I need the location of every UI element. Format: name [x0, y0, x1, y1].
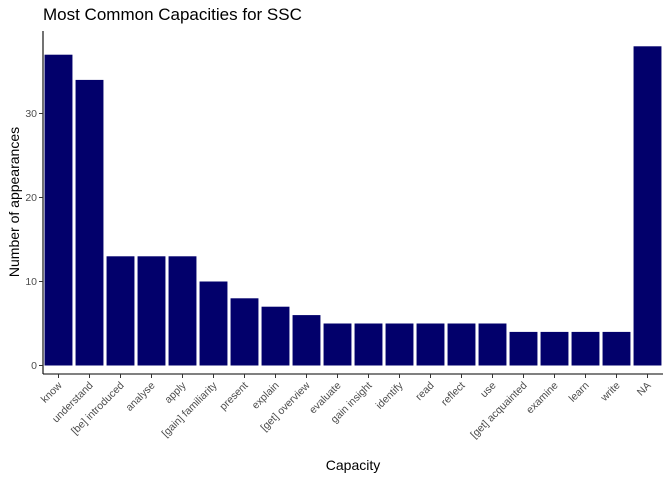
bar-11: [386, 324, 414, 366]
y-axis-title: Number of appearances: [6, 127, 22, 277]
bar-12: [417, 324, 445, 366]
x-tick-label: [get] acquainted: [468, 380, 529, 441]
bar-3: [138, 256, 166, 365]
bar-13: [448, 324, 476, 366]
bar-9: [324, 324, 352, 366]
bar-19: [634, 46, 662, 365]
bar-2: [107, 256, 135, 365]
x-tick-label: use: [478, 380, 499, 401]
y-tick-label: 30: [25, 108, 37, 120]
x-tick-label: know: [39, 379, 65, 405]
x-tick-label: examine: [524, 380, 561, 417]
x-tick-label: apply: [162, 379, 189, 406]
bar-14: [479, 324, 507, 366]
x-tick-label: present: [217, 380, 250, 413]
bar-1: [76, 80, 104, 366]
bar-15: [510, 332, 538, 366]
x-tick-label: reflect: [439, 380, 468, 409]
x-tick-label: write: [598, 380, 623, 405]
bar-7: [262, 307, 290, 366]
x-tick-label: analyse: [124, 380, 158, 414]
y-tick-label: 0: [31, 360, 37, 372]
bar-8: [293, 315, 321, 365]
bars-group: [45, 46, 662, 365]
bar-10: [355, 324, 383, 366]
x-tick-label: NA: [635, 380, 654, 399]
bar-16: [541, 332, 569, 366]
x-tick-label: read: [413, 380, 436, 403]
x-tick-label: learn: [567, 380, 592, 405]
bar-17: [572, 332, 600, 366]
x-tick-label: identify: [374, 379, 407, 412]
y-tick-label: 20: [25, 192, 37, 204]
bar-6: [231, 298, 259, 365]
y-tick-label: 10: [25, 276, 37, 288]
x-tick-label: [gain] familiarity: [160, 379, 221, 440]
x-axis-title: Capacity: [326, 457, 380, 473]
bar-18: [603, 332, 631, 366]
bar-4: [169, 256, 197, 365]
bar-0: [45, 55, 73, 366]
chart-title: Most Common Capacities for SSC: [43, 5, 302, 24]
y-axis-ticks: 0 10 20 30: [25, 108, 43, 372]
bar-5: [200, 282, 228, 366]
